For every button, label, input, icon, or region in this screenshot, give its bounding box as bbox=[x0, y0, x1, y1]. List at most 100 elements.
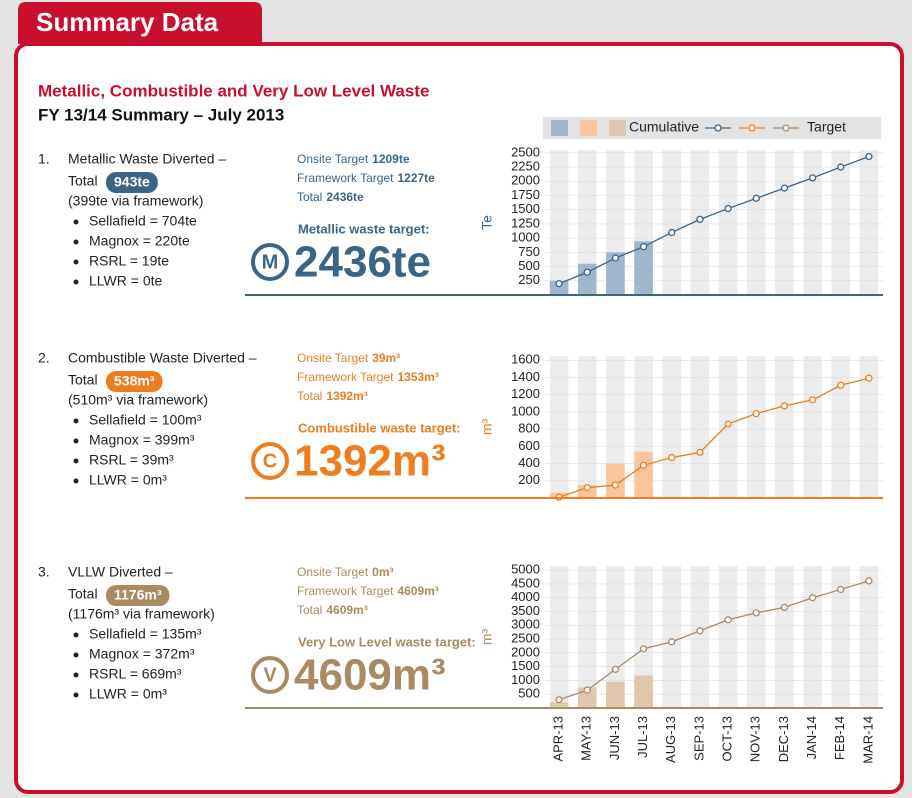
target-title: Combustible waste target: bbox=[298, 420, 461, 435]
total-pill bbox=[106, 172, 158, 193]
target-line bbox=[558, 580, 870, 701]
y-tick-label: 1000 bbox=[511, 230, 540, 245]
legend-swatch bbox=[551, 120, 568, 136]
legend-marker bbox=[782, 124, 790, 132]
bar bbox=[577, 263, 597, 295]
column-stripe bbox=[549, 150, 569, 295]
bullet bbox=[73, 239, 79, 245]
target-point bbox=[696, 627, 704, 635]
y-tick-label: 1000 bbox=[511, 672, 540, 687]
bar bbox=[577, 485, 597, 498]
x-tick-label: JUN-13 bbox=[607, 716, 622, 760]
item-note: (1176m³ via framework) bbox=[68, 606, 215, 622]
target-point bbox=[808, 594, 817, 602]
column-stripe bbox=[859, 356, 879, 498]
target-point bbox=[865, 577, 873, 585]
x-tick-label: JAN-14 bbox=[804, 716, 819, 759]
target-point bbox=[555, 696, 563, 704]
subtitle: FY 13/14 Summary – July 2013 bbox=[38, 105, 284, 124]
y-axis-label: Te bbox=[479, 215, 495, 230]
column-stripe bbox=[690, 566, 710, 708]
bullet-text: Sellafield = 135m³ bbox=[89, 626, 202, 642]
column-stripe bbox=[831, 356, 851, 498]
target-label: Onsite Target bbox=[297, 565, 369, 579]
target-point bbox=[837, 381, 845, 389]
bullet bbox=[73, 438, 79, 444]
target-point bbox=[668, 453, 676, 462]
y-tick-label: 5000 bbox=[511, 562, 540, 577]
target-line-text: Framework Target 4609m³ bbox=[297, 584, 439, 598]
target-label: Onsite Target bbox=[297, 152, 369, 166]
bar bbox=[606, 681, 625, 708]
column-stripe bbox=[662, 356, 682, 498]
target-value: 39m³ bbox=[372, 351, 400, 365]
target-point bbox=[724, 204, 732, 213]
y-tick-label: 2500 bbox=[511, 631, 540, 646]
icon-ring bbox=[251, 243, 289, 281]
y-tick-label: 2250 bbox=[511, 158, 540, 173]
column-stripe bbox=[549, 566, 569, 708]
x-tick-label: APR-13 bbox=[551, 716, 566, 762]
icon-letter: V bbox=[263, 664, 277, 686]
x-tick-label: JUL-13 bbox=[635, 716, 650, 758]
target-line-text: Total 2436te bbox=[297, 190, 364, 204]
target-label: Framework Target bbox=[297, 584, 394, 598]
bullet bbox=[73, 219, 79, 225]
bar bbox=[606, 463, 625, 498]
target-big-value: 1392m³ bbox=[294, 437, 446, 486]
column-stripe bbox=[831, 566, 851, 708]
bullet bbox=[73, 478, 79, 484]
target-value: 0m³ bbox=[372, 565, 393, 579]
legend-marker bbox=[714, 124, 722, 132]
legend-label: Target bbox=[807, 119, 846, 135]
target-label: Total bbox=[297, 603, 322, 617]
column-stripe bbox=[859, 150, 879, 295]
target-line-text: Onsite Target 1209te bbox=[297, 152, 410, 166]
target-line-text: Onsite Target 0m³ bbox=[297, 565, 394, 579]
y-tick-label: 250 bbox=[518, 272, 540, 287]
target-line-text: Framework Target 1227te bbox=[297, 171, 435, 185]
target-point bbox=[837, 163, 845, 171]
bullet bbox=[73, 418, 79, 424]
header-tab bbox=[18, 2, 262, 44]
target-point bbox=[724, 420, 732, 428]
bar bbox=[634, 241, 653, 295]
bullet-text: RSRL = 669m³ bbox=[89, 666, 182, 682]
legend-swatch bbox=[609, 120, 626, 136]
column-stripe bbox=[662, 150, 682, 295]
x-tick-label: NOV-13 bbox=[748, 716, 763, 762]
target-point bbox=[611, 254, 620, 262]
target-point bbox=[865, 152, 873, 161]
bullet bbox=[73, 692, 79, 698]
bullet-text: LLWR = 0m³ bbox=[89, 686, 167, 702]
x-tick-label: DEC-13 bbox=[776, 716, 791, 762]
y-tick-label: 1000 bbox=[511, 403, 540, 418]
y-tick-label: 500 bbox=[518, 258, 540, 273]
target-point bbox=[865, 374, 873, 382]
item-heading: Combustible Waste Diverted – bbox=[68, 350, 257, 366]
column-stripe bbox=[746, 150, 766, 295]
y-tick-label: 2000 bbox=[511, 173, 540, 188]
total-pill bbox=[106, 371, 163, 392]
y-tick-label: 4000 bbox=[511, 589, 540, 604]
y-tick-label: 500 bbox=[518, 686, 540, 701]
y-tick-label: 3500 bbox=[511, 603, 540, 618]
column-stripe bbox=[746, 356, 766, 498]
y-tick-label: 1600 bbox=[511, 352, 540, 367]
column-stripe bbox=[803, 150, 822, 295]
target-point bbox=[780, 402, 789, 410]
target-label: Framework Target bbox=[297, 370, 394, 384]
bullet-text: Sellafield = 704te bbox=[89, 213, 197, 229]
column-stripe bbox=[606, 356, 625, 498]
bullet-text: RSRL = 19te bbox=[89, 253, 169, 269]
column-stripe bbox=[577, 356, 597, 498]
item-heading: VLLW Diverted – bbox=[68, 564, 173, 580]
target-line bbox=[558, 377, 870, 498]
bullet bbox=[73, 259, 79, 265]
target-value: 1353m³ bbox=[397, 370, 438, 384]
column-stripe bbox=[831, 150, 851, 295]
y-tick-label: 1250 bbox=[511, 215, 540, 230]
total-pill bbox=[106, 585, 170, 606]
target-title: Metallic waste target: bbox=[298, 221, 430, 236]
